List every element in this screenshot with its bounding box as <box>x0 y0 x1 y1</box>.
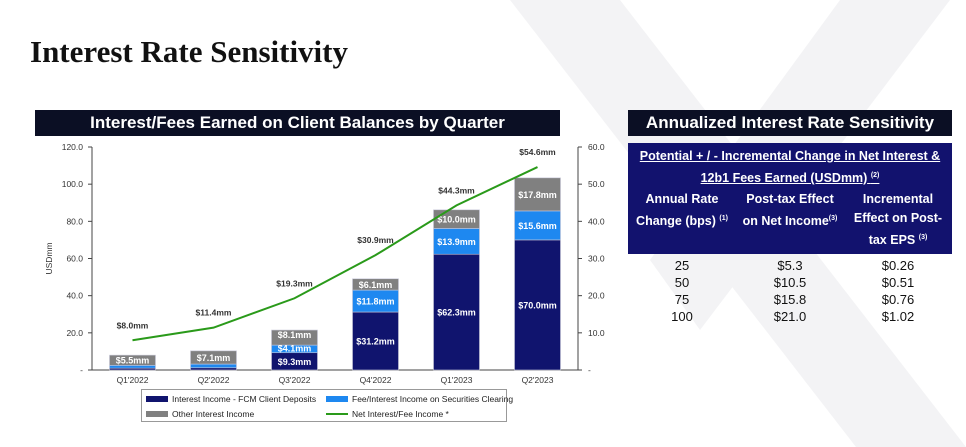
table-cell: $0.76 <box>881 292 915 308</box>
y-tick-label: 80.0 <box>66 216 83 226</box>
y-axis-label: USDmm <box>44 242 54 274</box>
bar-data-label: $62.3mm <box>437 308 476 318</box>
table-row: 75 $15.8 $0.76 <box>628 291 952 308</box>
legend-label: Other Interest Income <box>172 409 255 419</box>
table-banner: Annualized Interest Rate Sensitivity <box>628 110 952 136</box>
bar-data-label: $13.9mm <box>437 237 476 247</box>
table-cell: $0.51 <box>881 275 915 291</box>
table-title-line1: Potential + / - Incremental Change in Ne… <box>639 149 941 163</box>
table-title-line2: 12b1 Fees Earned (USDmm) <box>700 171 868 186</box>
table-cell: 75 <box>674 292 690 308</box>
y2-tick-label: 40.0 <box>588 216 605 226</box>
table-cell: $5.3 <box>777 258 803 274</box>
bar-fee <box>190 363 237 369</box>
table-cell: $0.26 <box>881 258 915 274</box>
legend-label: Fee/Interest Income on Securities Cleari… <box>352 394 514 404</box>
footnote: (2) <box>870 172 880 179</box>
legend-label: Interest Income - FCM Client Deposits <box>172 394 317 404</box>
legend-item-other: Other Interest Income <box>146 409 254 419</box>
bar-other <box>514 177 561 212</box>
bar-fee <box>433 228 480 255</box>
table-row: 50 $10.5 $0.51 <box>628 274 952 291</box>
x-tick-label: Q1'2022 <box>117 375 149 385</box>
line-data-label: $44.3mm <box>438 185 475 195</box>
bar-other <box>190 350 237 365</box>
bar-fcm <box>514 239 561 371</box>
table-cell: $10.5 <box>773 275 807 291</box>
line-data-label: $19.3mm <box>276 278 313 288</box>
table-cell: 25 <box>674 258 690 274</box>
bar-fee <box>109 365 156 369</box>
line-data-label: $8.0mm <box>117 320 149 330</box>
y-tick-label: 120.0 <box>62 142 84 152</box>
y2-tick-label: 30.0 <box>588 254 605 264</box>
page-title: Interest Rate Sensitivity <box>30 34 348 69</box>
legend-item-line: Net Interest/Fee Income * <box>326 409 449 419</box>
table-row: 100 $21.0 $1.02 <box>628 308 952 325</box>
line-data-label: $30.9mm <box>357 235 394 245</box>
y2-tick-label: 20.0 <box>588 291 605 301</box>
bar-other <box>109 354 156 366</box>
col-header-rate: Annual Rate Change (bps) (1) <box>636 192 728 229</box>
bar-other <box>271 329 318 346</box>
stacked-bar-chart: - 20.0 40.0 60.0 80.0 100.0 120.0 - 10.0 20.0 30.0… <box>44 142 605 385</box>
bar-data-label: $7.1mm <box>197 353 231 363</box>
sensitivity-table: Potential + / - Incremental Change in Ne… <box>628 143 952 325</box>
col-header-net-income: Post-tax Effect on Net Income(3) <box>742 192 838 229</box>
table-header: Potential + / - Incremental Change in Ne… <box>628 143 952 255</box>
table-cell: 100 <box>671 309 693 325</box>
net-income-line <box>132 166 538 342</box>
table-cell: $21.0 <box>773 309 807 325</box>
legend-item-fee: Fee/Interest Income on Securities Cleari… <box>326 394 513 404</box>
y-tick-label: - <box>80 365 83 375</box>
y2-tick-label: - <box>588 365 591 375</box>
bar-fee <box>514 210 561 241</box>
bar-data-label: $4.1mm <box>278 343 312 353</box>
table-cell: $15.8 <box>773 292 807 308</box>
y2-tick-label: 60.0 <box>588 142 605 152</box>
legend-label: Net Interest/Fee Income * <box>352 409 449 419</box>
bar-data-label: $8.1mm <box>278 330 312 340</box>
bar-data-label: $70.0mm <box>518 300 557 310</box>
bar-data-label: $6.1mm <box>359 280 393 290</box>
x-tick-label: Q3'2022 <box>279 375 311 385</box>
bar-data-label: $15.6mm <box>518 221 557 231</box>
bar-data-label: $11.8mm <box>356 297 394 307</box>
bar-fcm <box>433 253 480 371</box>
line-data-label: $54.6mm <box>519 147 556 157</box>
bar-fcm <box>352 311 399 371</box>
y-tick-label: 60.0 <box>66 254 83 264</box>
bar-data-label: $5.5mm <box>116 356 150 366</box>
y2-tick-label: 50.0 <box>588 179 605 189</box>
x-tick-label: Q4'2022 <box>360 375 392 385</box>
line-data-label: $11.4mm <box>196 308 232 318</box>
x-tick-label: Q2'2022 <box>198 375 230 385</box>
col-header-eps: Incremental Effect on Post-tax EPS (3) <box>853 192 943 248</box>
bar-data-label: $9.3mm <box>278 357 312 367</box>
bar-other <box>352 278 399 291</box>
chart-legend: Interest Income - FCM Client Deposits Fe… <box>141 389 513 422</box>
bar-fcm <box>190 367 237 371</box>
y-tick-label: 20.0 <box>66 328 83 338</box>
x-tick-label: Q1'2023 <box>441 375 473 385</box>
bar-data-label: $17.8mm <box>518 190 557 200</box>
table-cell: $1.02 <box>881 309 915 325</box>
chart-banner: Interest/Fees Earned on Client Balances … <box>35 110 560 136</box>
y-tick-label: 40.0 <box>66 291 83 301</box>
legend-item-fcm: Interest Income - FCM Client Deposits <box>146 394 316 404</box>
table-row: 25 $5.3 $0.26 <box>628 257 952 274</box>
bar-data-label: $31.2mm <box>356 337 395 347</box>
table-cell: 50 <box>674 275 690 291</box>
y-tick-label: 100.0 <box>62 179 84 189</box>
y2-tick-label: 10.0 <box>588 328 605 338</box>
x-tick-label: Q2'2023 <box>522 375 554 385</box>
bar-data-label: $10.0mm <box>437 215 476 225</box>
